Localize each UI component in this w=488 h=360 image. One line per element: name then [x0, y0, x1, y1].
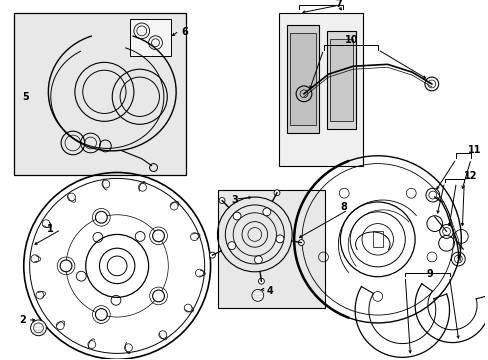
Text: 8: 8	[340, 202, 346, 212]
Text: 2: 2	[19, 315, 26, 325]
Circle shape	[135, 231, 145, 241]
Text: 12: 12	[463, 171, 477, 180]
Circle shape	[276, 235, 284, 243]
Circle shape	[31, 320, 46, 336]
Circle shape	[219, 198, 224, 203]
Circle shape	[93, 233, 102, 242]
Bar	[14, 13, 185, 175]
Circle shape	[95, 211, 107, 223]
Circle shape	[227, 242, 235, 249]
Circle shape	[95, 309, 107, 320]
Bar	[329, 39, 352, 121]
Circle shape	[152, 230, 164, 242]
Circle shape	[258, 278, 264, 284]
Text: 11: 11	[467, 145, 481, 155]
Bar	[290, 33, 315, 125]
Circle shape	[209, 252, 215, 258]
Circle shape	[76, 271, 86, 281]
Text: 4: 4	[266, 285, 273, 296]
Bar	[286, 25, 318, 133]
Text: 3: 3	[231, 195, 238, 205]
Circle shape	[60, 260, 72, 272]
Bar	[218, 190, 324, 308]
Circle shape	[251, 289, 263, 301]
Circle shape	[263, 208, 270, 216]
Circle shape	[298, 240, 304, 246]
Bar	[326, 31, 355, 129]
Circle shape	[254, 256, 262, 264]
Bar	[372, 231, 382, 247]
Text: 1: 1	[46, 224, 53, 234]
Circle shape	[233, 212, 241, 220]
Text: 7: 7	[334, 0, 341, 9]
Circle shape	[152, 290, 164, 302]
Text: 10: 10	[344, 35, 357, 45]
Text: 9: 9	[426, 269, 432, 279]
Circle shape	[111, 295, 121, 305]
Bar	[130, 19, 171, 57]
Circle shape	[273, 190, 279, 196]
Bar	[279, 13, 362, 166]
Text: 5: 5	[22, 92, 28, 102]
Text: 6: 6	[181, 27, 187, 37]
